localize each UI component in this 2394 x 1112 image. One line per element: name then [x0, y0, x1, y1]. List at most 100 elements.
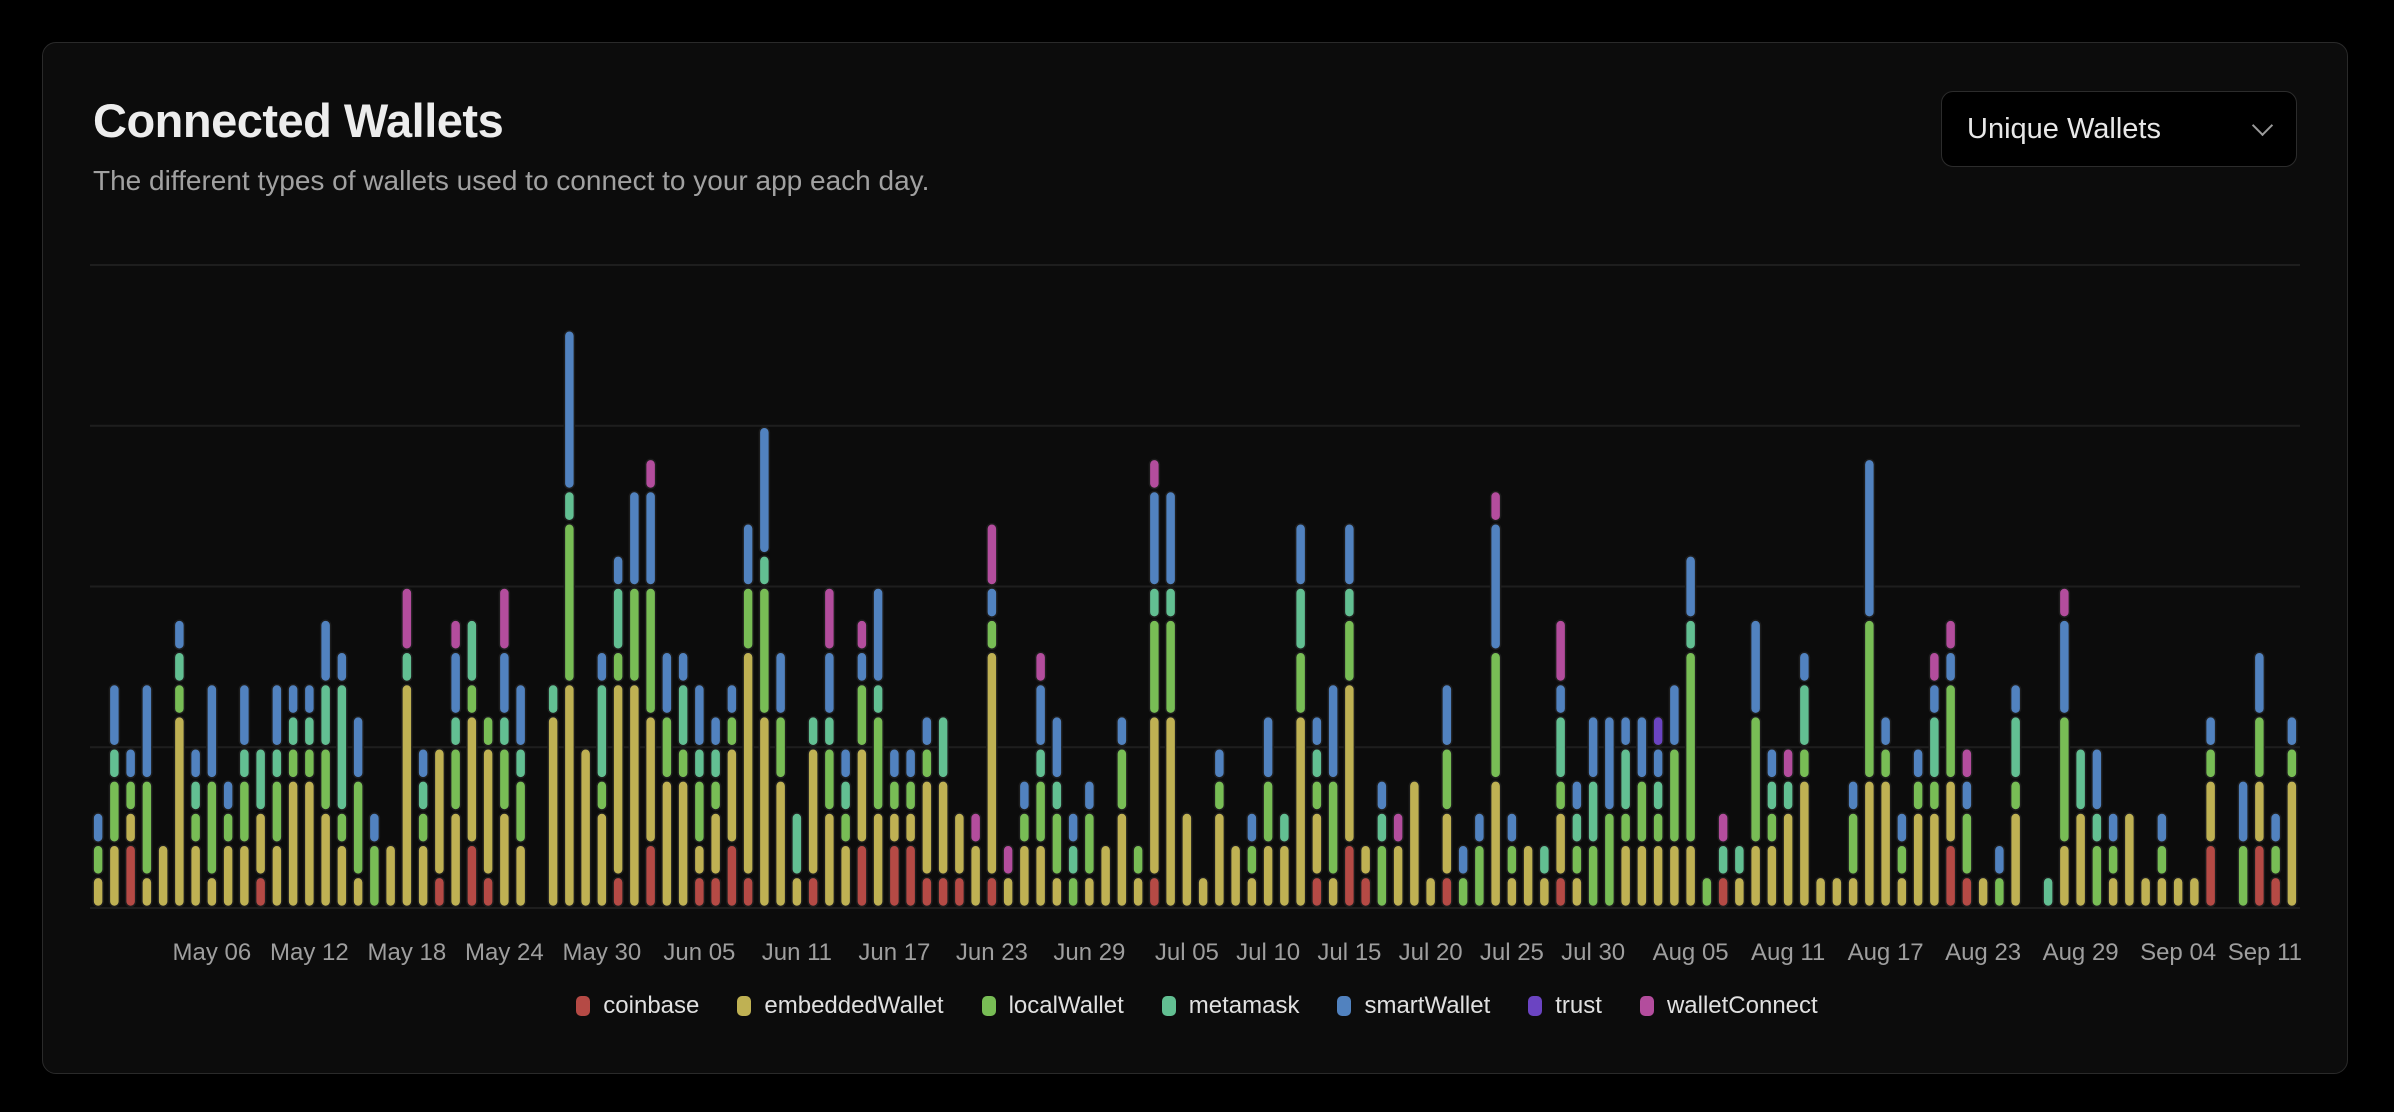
bar-segment-smartWallet[interactable]	[2058, 619, 2071, 715]
bar-segment-walletConnect[interactable]	[1928, 651, 1941, 683]
bar-stack[interactable]	[1766, 748, 1778, 908]
bar-segment-smartWallet[interactable]	[1441, 683, 1453, 747]
bar-segment-metamask[interactable]	[612, 587, 624, 651]
bar-segment-smartWallet[interactable]	[1798, 651, 1811, 683]
bar-segment-embeddedWallet[interactable]	[596, 812, 608, 908]
bar-segment-embeddedWallet[interactable]	[1863, 780, 1876, 908]
bar-stack[interactable]	[1684, 555, 1697, 908]
bar-stack[interactable]	[2188, 876, 2201, 908]
bar-stack[interactable]	[1912, 748, 1924, 908]
bar-stack[interactable]	[1587, 715, 1599, 908]
bar-segment-localWallet[interactable]	[2269, 844, 2282, 876]
bar-stack[interactable]	[1197, 876, 1209, 908]
bar-segment-coinbase[interactable]	[986, 876, 998, 908]
bar-segment-smartWallet[interactable]	[319, 619, 332, 683]
bar-stack[interactable]	[937, 715, 949, 908]
bar-stack[interactable]	[1034, 651, 1047, 908]
bar-segment-embeddedWallet[interactable]	[807, 748, 819, 876]
bar-segment-coinbase[interactable]	[693, 876, 706, 908]
bar-segment-metamask[interactable]	[1928, 715, 1941, 779]
bar-segment-smartWallet[interactable]	[303, 683, 316, 715]
bar-segment-coinbase[interactable]	[1311, 876, 1323, 908]
bar-segment-embeddedWallet[interactable]	[1652, 844, 1664, 908]
bar-stack[interactable]	[742, 522, 754, 908]
bar-stack[interactable]	[124, 748, 137, 908]
bar-segment-localWallet[interactable]	[839, 812, 852, 843]
bar-stack[interactable]	[189, 748, 202, 908]
bar-segment-embeddedWallet[interactable]	[1392, 844, 1404, 908]
bar-segment-localWallet[interactable]	[1863, 619, 1876, 779]
bar-segment-metamask[interactable]	[173, 651, 186, 683]
bar-segment-localWallet[interactable]	[1441, 748, 1453, 811]
bar-segment-embeddedWallet[interactable]	[2172, 876, 2184, 908]
bar-segment-walletConnect[interactable]	[1002, 844, 1014, 876]
bar-segment-embeddedWallet[interactable]	[1197, 876, 1209, 908]
bar-segment-embeddedWallet[interactable]	[937, 780, 949, 876]
bar-segment-metamask[interactable]	[547, 683, 559, 715]
bar-stack[interactable]	[1376, 780, 1388, 908]
bar-stack[interactable]	[1083, 780, 1096, 908]
bar-segment-localWallet[interactable]	[693, 780, 706, 843]
bar-segment-localWallet[interactable]	[1847, 812, 1859, 876]
bar-segment-coinbase[interactable]	[1343, 844, 1356, 908]
bar-segment-localWallet[interactable]	[173, 683, 186, 715]
bar-segment-embeddedWallet[interactable]	[303, 780, 316, 908]
bar-segment-localWallet[interactable]	[352, 780, 364, 876]
bar-stack[interactable]	[1619, 715, 1632, 908]
bar-segment-smartWallet[interactable]	[1018, 780, 1031, 811]
bar-segment-embeddedWallet[interactable]	[1766, 844, 1778, 908]
bar-stack[interactable]	[92, 812, 104, 908]
bar-segment-embeddedWallet[interactable]	[449, 812, 462, 908]
bar-segment-metamask[interactable]	[2091, 812, 2103, 843]
bar-segment-embeddedWallet[interactable]	[466, 715, 478, 843]
bar-stack[interactable]	[401, 587, 413, 908]
bar-stack[interactable]	[1961, 748, 1973, 908]
bar-stack[interactable]	[1294, 522, 1307, 908]
bar-segment-trust[interactable]	[1652, 715, 1664, 747]
bar-segment-smartWallet[interactable]	[1879, 715, 1892, 747]
bar-segment-metamask[interactable]	[807, 715, 819, 747]
bar-segment-embeddedWallet[interactable]	[1018, 844, 1031, 908]
bar-segment-smartWallet[interactable]	[1376, 780, 1388, 811]
bar-stack[interactable]	[319, 619, 332, 908]
bar-stack[interactable]	[1701, 876, 1713, 908]
bar-segment-coinbase[interactable]	[953, 876, 966, 908]
bar-segment-embeddedWallet[interactable]	[904, 812, 917, 843]
bar-segment-smartWallet[interactable]	[1652, 748, 1664, 779]
bar-segment-smartWallet[interactable]	[1749, 619, 1762, 715]
bar-segment-metamask[interactable]	[1684, 619, 1697, 651]
bar-segment-coinbase[interactable]	[856, 844, 868, 908]
bar-stack[interactable]	[108, 683, 121, 908]
bar-segment-smartWallet[interactable]	[1473, 812, 1486, 843]
bar-segment-smartWallet[interactable]	[1213, 748, 1226, 779]
bar-stack[interactable]	[2009, 683, 2022, 908]
bar-stack[interactable]	[628, 490, 641, 908]
bar-segment-localWallet[interactable]	[1132, 844, 1144, 876]
bar-stack[interactable]	[1652, 715, 1664, 908]
bar-segment-metamask[interactable]	[108, 748, 121, 779]
bar-segment-localWallet[interactable]	[1473, 844, 1486, 908]
bar-segment-localWallet[interactable]	[1343, 619, 1356, 683]
bar-segment-localWallet[interactable]	[1246, 844, 1258, 876]
bar-segment-metamask[interactable]	[1554, 715, 1567, 779]
bar-stack[interactable]	[2269, 812, 2282, 908]
bar-segment-smartWallet[interactable]	[1603, 715, 1616, 811]
bar-segment-embeddedWallet[interactable]	[173, 715, 186, 908]
bar-segment-embeddedWallet[interactable]	[2188, 876, 2201, 908]
bar-segment-localWallet[interactable]	[2009, 780, 2022, 811]
bar-segment-smartWallet[interactable]	[1051, 715, 1063, 779]
bar-segment-localWallet[interactable]	[1164, 619, 1177, 715]
bar-segment-localWallet[interactable]	[612, 651, 624, 683]
bar-segment-embeddedWallet[interactable]	[1668, 844, 1681, 908]
bar-segment-localWallet[interactable]	[2091, 844, 2103, 908]
bar-segment-walletConnect[interactable]	[1148, 458, 1161, 490]
bar-stack[interactable]	[774, 651, 787, 908]
bar-segment-localWallet[interactable]	[368, 844, 381, 908]
bar-segment-embeddedWallet[interactable]	[108, 844, 121, 908]
bar-segment-smartWallet[interactable]	[1148, 490, 1161, 586]
bar-segment-metamask[interactable]	[1311, 748, 1323, 779]
bar-segment-embeddedWallet[interactable]	[1522, 844, 1534, 908]
bar-segment-embeddedWallet[interactable]	[1051, 876, 1063, 908]
bar-segment-embeddedWallet[interactable]	[1928, 812, 1941, 908]
bar-segment-smartWallet[interactable]	[222, 780, 234, 811]
